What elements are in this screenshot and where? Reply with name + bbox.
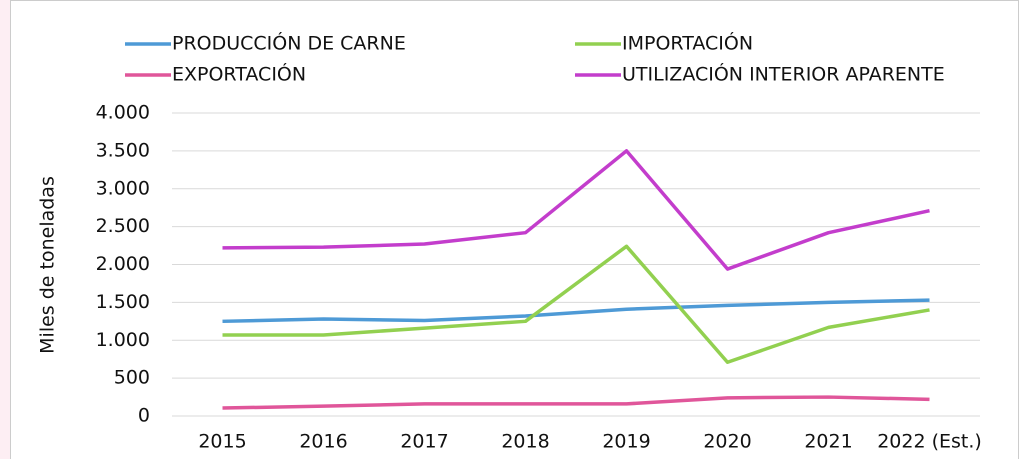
x-tick-label: 2015 — [198, 431, 246, 453]
x-tick-label: 2017 — [400, 431, 448, 453]
y-axis-title: Miles de toneladas — [37, 176, 59, 354]
x-tick-label: 2022 (Est.) — [877, 431, 982, 453]
legend-label: IMPORTACIÓN — [622, 31, 753, 55]
x-tick-label: 2018 — [501, 431, 549, 453]
series-line — [222, 298, 930, 324]
x-tick-label: 2019 — [602, 431, 650, 453]
y-tick-label: 4.000 — [96, 102, 150, 124]
legend-label: EXPORTACIÓN — [172, 62, 306, 86]
series-line — [222, 149, 930, 271]
y-tick-label: 500 — [114, 367, 150, 389]
legend-label: PRODUCCIÓN DE CARNE — [172, 31, 406, 55]
x-tick-label: 2020 — [703, 431, 751, 453]
y-tick-label: 2.500 — [96, 215, 150, 237]
legend-label: UTILIZACIÓN INTERIOR APARENTE — [622, 62, 945, 86]
y-tick-label: 3.500 — [96, 139, 150, 161]
x-tick-label: 2021 — [804, 431, 852, 453]
x-tick-label: 2016 — [299, 431, 347, 453]
series-line — [222, 395, 930, 410]
y-tick-label: 3.000 — [96, 177, 150, 199]
y-tick-label: 1.000 — [96, 329, 150, 351]
y-tick-label: 2.000 — [96, 253, 150, 275]
edge-strip — [0, 0, 10, 459]
y-tick-label: 0 — [138, 405, 150, 427]
series-line — [222, 244, 930, 364]
y-tick-label: 1.500 — [96, 291, 150, 313]
chart-frame — [10, 0, 1019, 463]
